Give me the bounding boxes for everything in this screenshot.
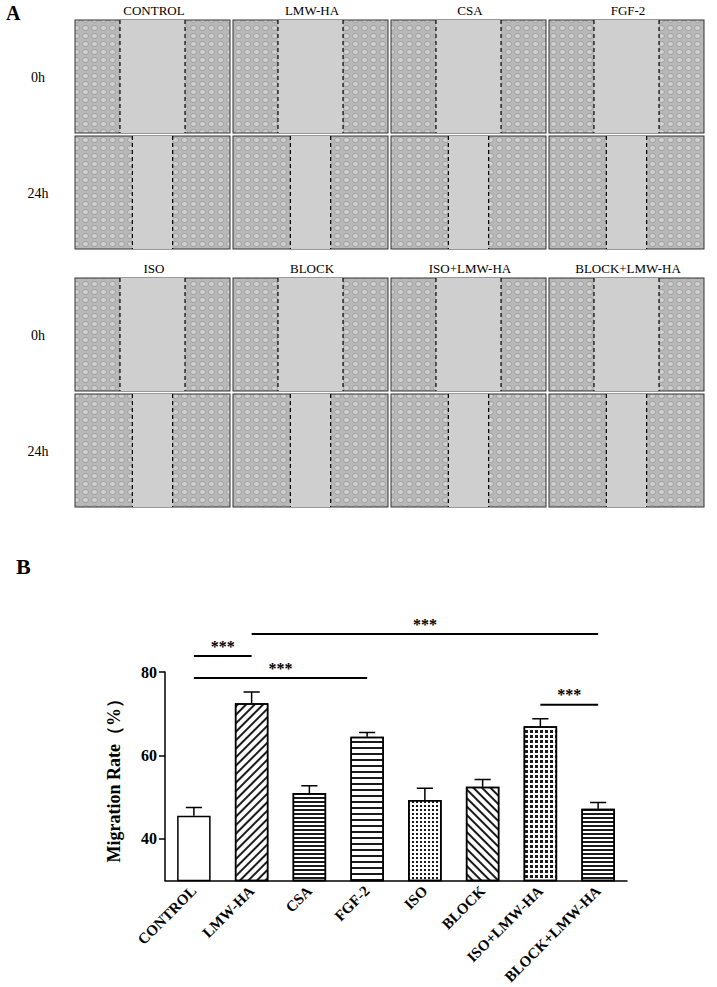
svg-text:ISO: ISO bbox=[401, 883, 431, 913]
svg-text:CSA: CSA bbox=[283, 883, 316, 916]
svg-text:BLOCK: BLOCK bbox=[290, 261, 335, 276]
svg-text:0h: 0h bbox=[31, 328, 45, 343]
svg-text:80: 80 bbox=[141, 664, 157, 681]
svg-text:LMW-HA: LMW-HA bbox=[199, 883, 257, 941]
svg-text:***: *** bbox=[211, 638, 235, 655]
svg-text:CSA: CSA bbox=[457, 3, 483, 18]
svg-text:***: *** bbox=[413, 616, 437, 633]
svg-text:BLOCK+LMW-HA: BLOCK+LMW-HA bbox=[501, 883, 603, 985]
svg-text:***: *** bbox=[557, 686, 581, 703]
svg-text:LMW-HA: LMW-HA bbox=[285, 3, 340, 18]
svg-text:40: 40 bbox=[141, 830, 157, 847]
svg-text:ISO+LMW-HA: ISO+LMW-HA bbox=[463, 882, 546, 966]
svg-text:60: 60 bbox=[141, 747, 157, 764]
svg-text:FGF-2: FGF-2 bbox=[331, 883, 372, 924]
svg-text:A: A bbox=[6, 2, 21, 24]
svg-text:CONTROL: CONTROL bbox=[135, 883, 200, 948]
svg-text:***: *** bbox=[269, 660, 293, 677]
svg-text:BLOCK: BLOCK bbox=[439, 883, 489, 933]
svg-text:CONTROL: CONTROL bbox=[123, 3, 184, 18]
svg-text:24h: 24h bbox=[28, 186, 49, 201]
svg-text:ISO+LMW-HA: ISO+LMW-HA bbox=[429, 261, 512, 276]
svg-text:ISO: ISO bbox=[144, 261, 165, 276]
svg-text:B: B bbox=[16, 554, 31, 579]
svg-text:FGF-2: FGF-2 bbox=[611, 3, 646, 18]
svg-text:0h: 0h bbox=[31, 70, 45, 85]
svg-text:24h: 24h bbox=[28, 444, 49, 459]
svg-text:Migration Rate（%）: Migration Rate（%） bbox=[104, 690, 124, 862]
svg-text:BLOCK+LMW-HA: BLOCK+LMW-HA bbox=[575, 261, 681, 276]
